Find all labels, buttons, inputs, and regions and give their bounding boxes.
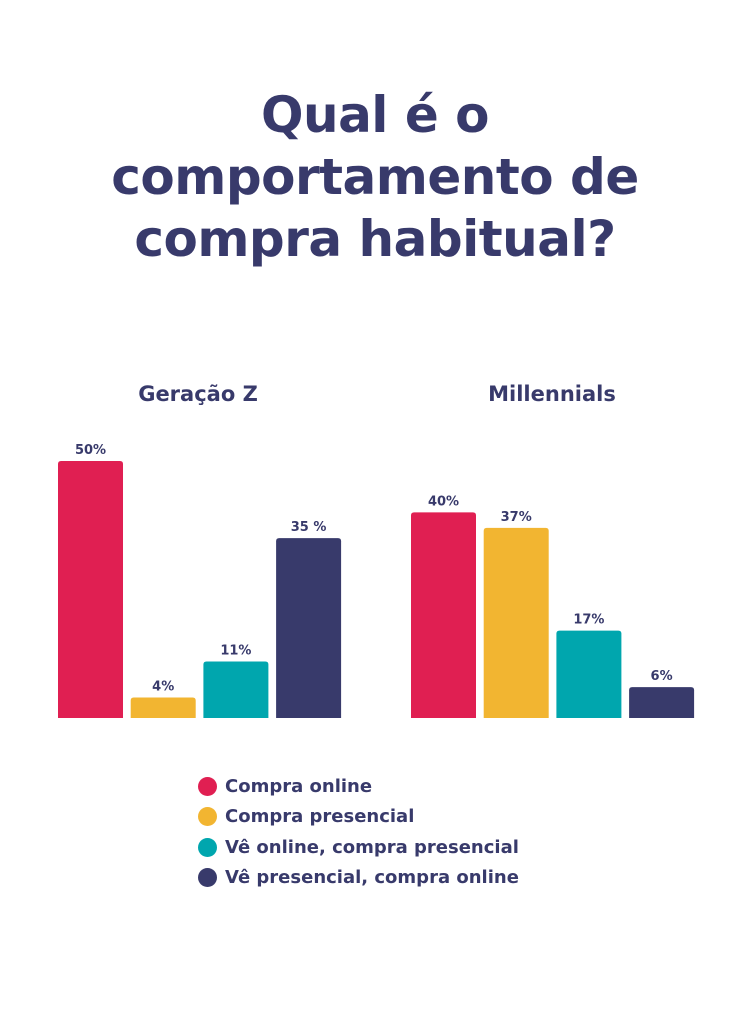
bar [483, 527, 549, 718]
bar [58, 461, 123, 718]
legend-dot-icon [198, 868, 217, 888]
bar [629, 687, 695, 718]
bar [556, 630, 622, 718]
data-label: 37% [501, 510, 532, 525]
legend-item: Compra presencial [198, 802, 519, 833]
legend-label: Compra presencial [225, 806, 415, 828]
legend: Compra online Compra presencial Vê onlin… [198, 771, 519, 893]
data-label: 50% [75, 443, 106, 458]
data-label: 35 % [291, 520, 327, 535]
legend-label: Vê online, compra presencial [225, 836, 519, 858]
genz-subtitle: Geração Z [138, 382, 258, 406]
data-label: 6% [651, 669, 673, 684]
legend-dot-icon [198, 837, 217, 857]
bar [203, 661, 269, 718]
bar [411, 512, 476, 718]
title-line: compra habitual? [134, 210, 616, 268]
data-label: 4% [152, 679, 174, 694]
legend-dot-icon [198, 807, 217, 827]
legend-label: Compra online [225, 775, 373, 797]
legend-item: Compra online [198, 771, 519, 802]
legend-item: Vê online, compra presencial [198, 832, 519, 863]
legend-dot-icon [198, 776, 217, 796]
legend-label: Vê presencial, compra online [225, 867, 519, 889]
title-line: comportamento de [111, 148, 639, 206]
title-line: Qual é o [260, 86, 490, 144]
legend-item: Vê presencial, compra online [198, 863, 519, 894]
chart-title: Qual é o comportamento de compra habitua… [0, 84, 750, 270]
bar [276, 538, 342, 718]
data-label: 17% [573, 613, 604, 628]
bar [130, 697, 196, 718]
millennials-subtitle: Millennials [488, 382, 616, 406]
data-label: 11% [220, 643, 251, 658]
data-label: 40% [428, 494, 459, 509]
